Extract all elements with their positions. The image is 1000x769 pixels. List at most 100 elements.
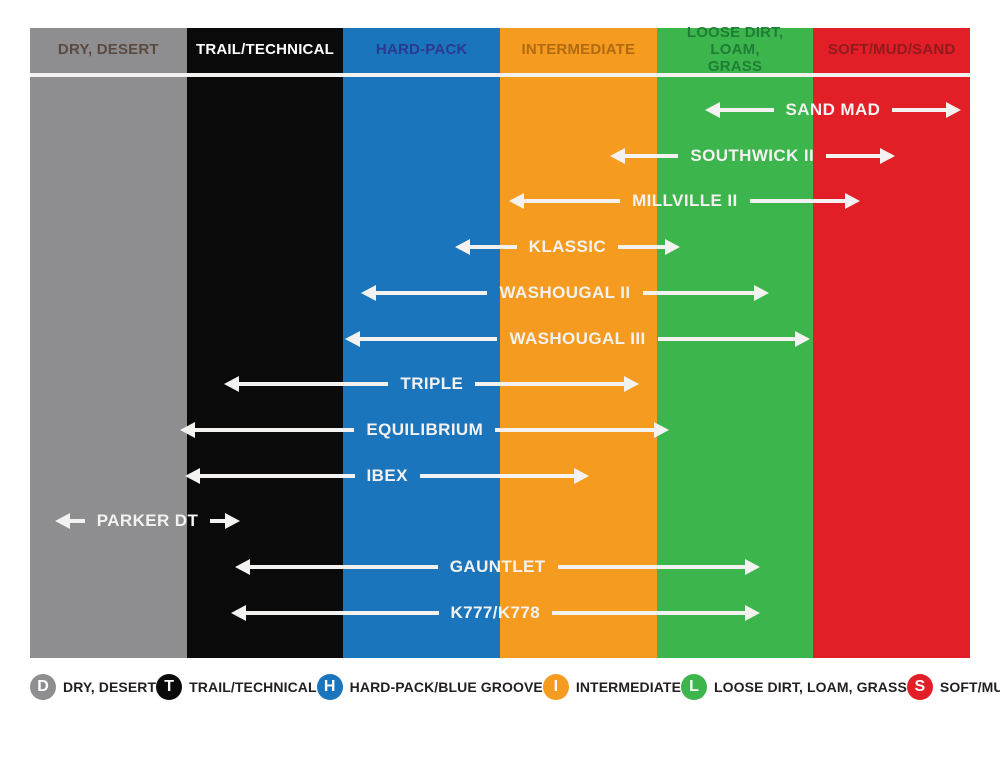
terrain-letter-badge-d: D [30,674,56,700]
tire-name-label: WASHOUGAL III [509,328,646,348]
header-divider [30,73,970,77]
tire-arrows: SAND MAD SOUTHWICK II MILLVILLE II KLASSIC W… [30,28,970,658]
legend-item-trail-technical: T TRAIL/TECHNICAL [156,674,317,700]
tire-name-label: GAUNTLET [449,557,546,576]
arrow-left-icon [230,604,246,621]
arrow-left-icon [55,513,71,530]
tire-range-klassic: KLASSIC [454,236,681,258]
arrow-line [826,153,880,158]
arrow-line [250,565,438,569]
terrain-column-header: DRY, DESERT [57,41,159,59]
terrain-column-header: HARD-PACK [375,41,468,59]
arrow-line [552,610,746,615]
tire-name-label: EQUILIBRIUM [366,419,484,439]
arrow-line [375,290,488,295]
legend-item-loose-dirt-loam-grass: L LOOSE DIRT, LOAM, GRASS [681,674,907,700]
arrow-line [495,427,655,432]
arrow-right-icon [574,467,590,484]
terrain-column-header: SOFT/MUD/SAND [827,41,956,59]
arrow-right-icon [845,193,861,210]
tire-range-ibex: IBEX [185,465,590,487]
tire-name-label: IBEX [366,465,408,485]
arrow-line [245,610,439,615]
tire-name-label: TRIPLE [400,374,464,394]
tire-range-washougal-iii: WASHOUGAL III [344,328,811,350]
arrow-left-icon [360,284,376,301]
arrow-line [557,565,746,569]
arrow-right-icon [879,147,895,164]
arrow-left-icon [609,147,625,164]
arrow-line [524,199,621,204]
arrow-right-icon [745,559,761,575]
tire-name-label: WASHOUGAL II [499,282,631,302]
tire-range-sand-mad: SAND MAD [705,99,961,121]
terrain-column-header: LOOSE DIRT, LOAM, GRASS [686,24,784,75]
legend-item-dry-desert: D DRY, DESERT [30,674,156,700]
terrain-letter-badge-l: L [681,674,708,700]
arrow-line [642,290,755,295]
arrow-line [720,108,774,112]
tire-name-label: MILLVILLE II [632,191,738,211]
arrow-line [469,245,517,250]
arrow-right-icon [745,604,761,621]
tire-range-gauntlet: GAUNTLET [235,556,761,578]
arrow-left-icon [344,330,360,347]
tire-range-parker-dt: PARKER DT [55,510,240,532]
terrain-column-header: TRAIL/TECHNICAL [196,41,334,59]
arrow-right-icon [224,513,240,530]
legend-item-intermediate: I INTERMEDIATE [542,674,681,700]
tire-name-label: PARKER DT [96,511,199,531]
tire-range-equilibrium: EQUILIBRIUM [180,419,670,441]
arrow-line [200,473,355,478]
arrow-line [624,153,679,158]
tire-name-label: SOUTHWICK II [690,145,815,165]
terrain-column-hard-pack: HARD-PACK [343,28,501,658]
arrow-line [657,336,796,341]
arrow-line [419,473,575,478]
legend-label: HARD-PACK/BLUE GROOVE [349,679,543,695]
tire-range-southwick-ii: SOUTHWICK II [609,145,895,167]
terrain-legend: D DRY, DESERT T TRAIL/TECHNICAL H HARD-PACK/B… [30,674,1000,700]
tire-name-label: KLASSIC [528,237,607,257]
legend-label: SOFT/MUD/SAND [939,679,1000,695]
arrow-right-icon [945,102,961,118]
terrain-column-intermediate: INTERMEDIATE [500,28,657,658]
legend-label: TRAIL/TECHNICAL [189,679,317,695]
arrow-left-icon [185,467,201,484]
arrow-line [210,519,225,524]
arrow-left-icon [224,376,240,393]
terrain-letter-badge-t: T [156,674,183,700]
arrow-line [618,245,666,250]
tire-range-millville-ii: MILLVILLE II [509,190,861,212]
terrain-columns: DRY, DESERT TRAIL/TECHNICAL HARD-PACK INTER… [30,24,971,658]
arrow-right-icon [754,284,770,301]
legend-item-soft-mud-sand: S SOFT/MUD/SAND [906,674,1000,700]
tire-name-label: K777/K778 [450,602,541,622]
arrow-left-icon [235,559,251,575]
arrow-line [749,199,846,204]
arrow-right-icon [665,239,681,256]
terrain-letter-badge-i: I [542,674,569,700]
arrow-line [475,382,625,387]
tire-name-label: SAND MAD [785,100,881,119]
arrow-right-icon [654,421,670,438]
tire-range-triple: TRIPLE [224,373,640,395]
arrow-right-icon [624,376,640,393]
arrow-right-icon [795,330,811,347]
arrow-left-icon [705,102,721,118]
terrain-letter-badge-s: S [906,674,933,700]
arrow-line [892,108,946,112]
arrow-line [359,336,498,341]
terrain-column-soft-mud-sand: SOFT/MUD/SAND [813,28,971,658]
arrow-left-icon [509,193,525,210]
legend-label: LOOSE DIRT, LOAM, GRASS [714,679,907,695]
legend-item-hard-pack-blue-groove: H HARD-PACK/BLUE GROOVE [316,674,543,700]
legend-label: DRY, DESERT [63,679,157,695]
tire-range-k777-k778: K777/K778 [230,602,761,624]
arrow-left-icon [454,239,470,256]
terrain-column-loose-dirt-loam-grass: LOOSE DIRT, LOAM, GRASS [656,24,814,658]
arrow-line [239,382,389,387]
arrow-left-icon [180,421,196,438]
terrain-letter-badge-h: H [316,674,343,700]
arrow-line [70,519,85,524]
